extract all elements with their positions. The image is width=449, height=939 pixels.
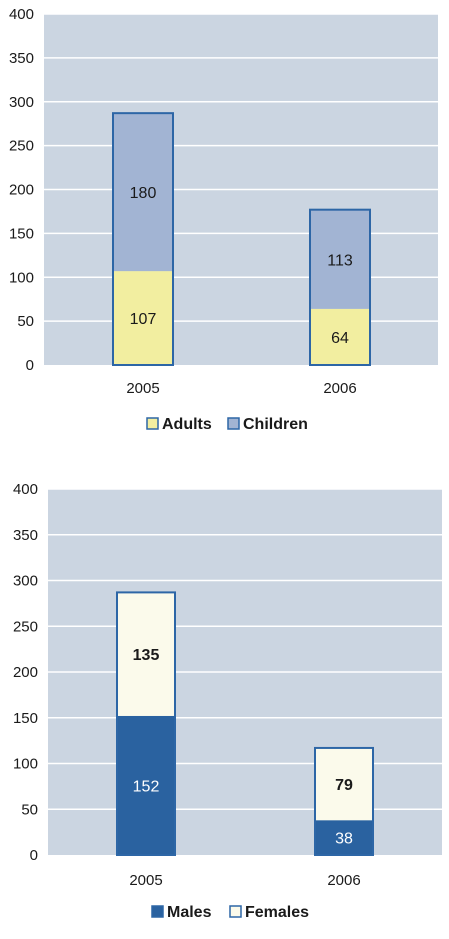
bar-adults-2006 (310, 308, 370, 365)
y-tick-label: 150 (9, 225, 34, 242)
y-tick-label: 0 (26, 357, 34, 374)
legend-swatch-males (151, 905, 164, 918)
y-tick-label: 100 (13, 756, 38, 773)
bar-males-2005 (117, 715, 175, 855)
bar-outline-2005 (112, 112, 174, 366)
legend-label-females: Females (245, 904, 309, 921)
data-label-females-2006: 79 (335, 777, 353, 794)
y-tick-label: 50 (17, 313, 34, 330)
y-tick-label: 0 (30, 847, 38, 864)
bar-males-2006 (315, 820, 373, 855)
chart-2: 0 50 100 150 200 250 300 350 400 152 135 2005 38 79 20… (13, 481, 442, 921)
y-tick-label: 150 (13, 710, 38, 727)
x-tick-label: 2005 (126, 380, 159, 397)
data-label-adults-2006: 64 (331, 330, 349, 347)
legend-label-males: Males (167, 904, 212, 921)
bar-outline-2005 (116, 591, 176, 857)
y-tick-label: 200 (13, 664, 38, 681)
y-tick-label: 400 (9, 6, 34, 23)
data-label-males-2006: 38 (335, 831, 353, 848)
y-tick-label: 300 (13, 573, 38, 590)
data-label-adults-2005: 107 (130, 311, 157, 328)
legend-swatch-females (229, 905, 242, 918)
bar-females-2005 (117, 592, 175, 716)
chart-1: 0 50 100 150 200 250 300 350 400 107 180 2005 64 113 2… (9, 6, 438, 433)
y-tick-label: 300 (9, 94, 34, 111)
y-tick-label: 100 (9, 269, 34, 286)
legend-swatch-children (227, 417, 240, 430)
y-tick-label: 250 (13, 618, 38, 635)
bar-children-2005 (113, 113, 173, 272)
x-tick-label: 2006 (323, 380, 356, 397)
bar-adults-2005 (113, 271, 173, 365)
legend-swatch-adults (146, 417, 159, 430)
bar-children-2006 (310, 209, 370, 309)
legend-label-adults: Adults (162, 416, 212, 433)
bar-females-2006 (315, 747, 373, 821)
y-tick-label: 350 (9, 50, 34, 67)
y-tick-label: 400 (13, 481, 38, 498)
data-label-children-2005: 180 (130, 185, 157, 202)
y-tick-label: 250 (9, 138, 34, 155)
bar-outline-2006 (314, 746, 374, 857)
legend-label-children: Children (243, 416, 308, 433)
x-tick-label: 2006 (327, 872, 360, 889)
data-label-children-2006: 113 (327, 252, 353, 269)
data-label-females-2005: 135 (133, 647, 160, 664)
bar-outline-2006 (309, 208, 371, 366)
y-tick-label: 350 (13, 527, 38, 544)
data-label-males-2005: 152 (133, 778, 160, 795)
x-tick-label: 2005 (129, 872, 162, 889)
y-tick-label: 50 (21, 801, 38, 818)
y-tick-label: 200 (9, 182, 34, 199)
